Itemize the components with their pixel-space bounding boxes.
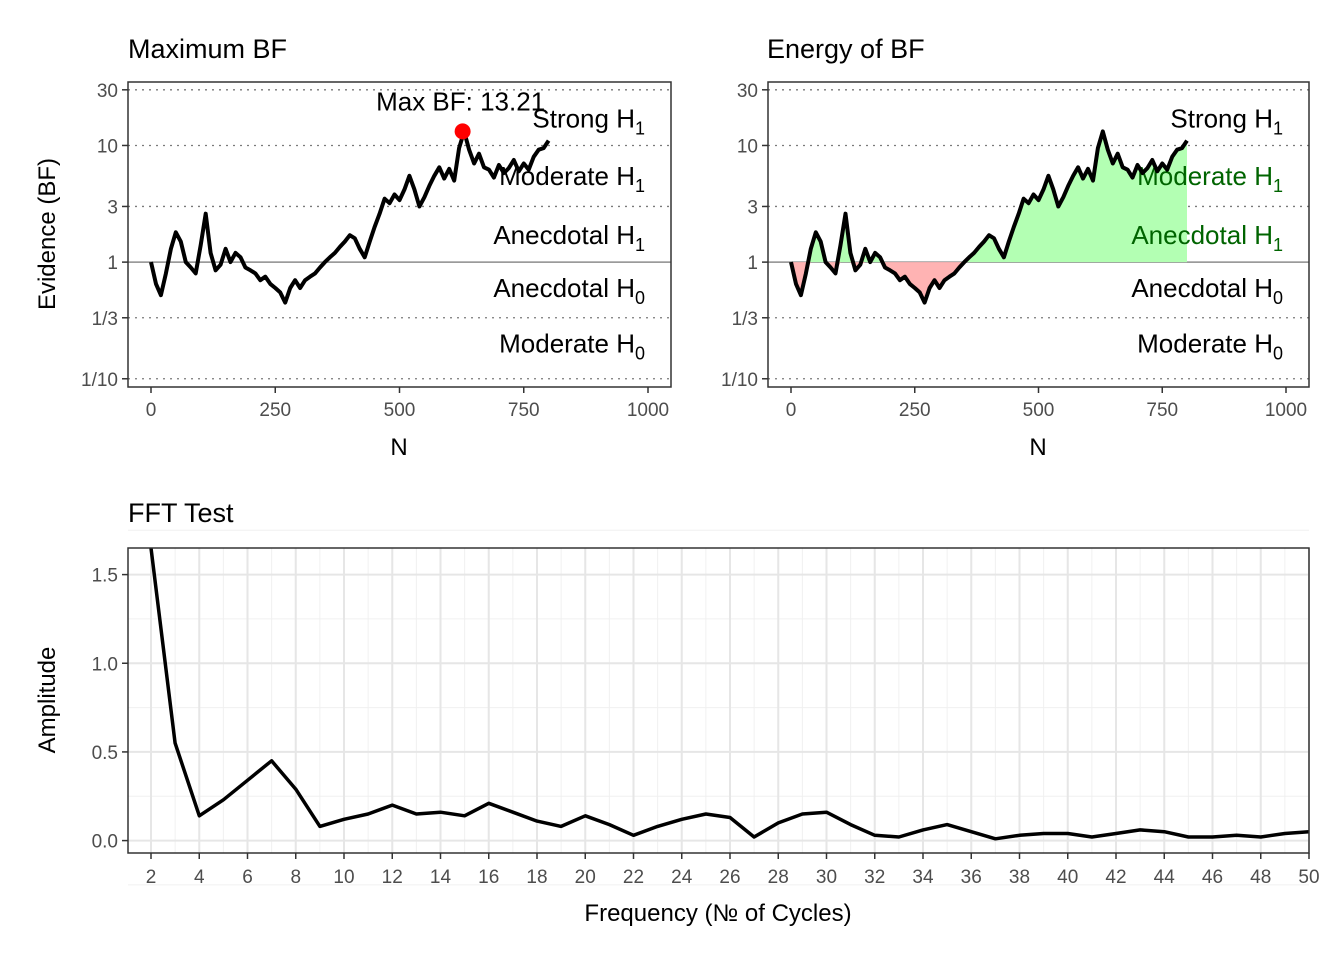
energy-of-bf-evidence-strong-h1: Strong H1 <box>1170 104 1283 139</box>
energy-of-bf-x-axis-label: N <box>1029 434 1046 461</box>
fft-test-x-tick-label-10: 22 <box>623 867 644 888</box>
fft-test-x-tick-label-4: 10 <box>333 867 354 888</box>
p1-x-tick-label-1: 250 <box>259 400 291 421</box>
fft-test-x-tick-label-22: 46 <box>1202 867 1223 888</box>
p2-x-tick-label-4: 1000 <box>1265 400 1307 421</box>
fft-test-x-tick-label-13: 28 <box>768 867 789 888</box>
fft-test-x-tick-label-12: 26 <box>719 867 740 888</box>
p2-y-tick-label-1: 10 <box>737 136 758 157</box>
p2-y-tick-label-2: 3 <box>747 197 758 218</box>
fft-test-panel-border <box>127 547 1310 854</box>
p1-y-tick-label-4: 1/3 <box>92 309 118 330</box>
fft-test-y-tick-label-0: 0.0 <box>92 832 118 853</box>
max-bf-point <box>454 123 471 140</box>
fft-test-x-tick-label-24: 50 <box>1298 867 1319 888</box>
fft-test-grid <box>128 529 1310 886</box>
energy-of-bf-panel: Energy of BF Strong H1 Moderate H1 Anecd… <box>721 34 1310 461</box>
fft-test-series-line <box>149 548 1309 841</box>
maximum-bf-evidence-anecdotal-h0: Anecdotal H0 <box>493 273 645 308</box>
energy-of-bf-evidence-moderate-h0: Moderate H0 <box>1137 329 1283 364</box>
fft-test-x-tick-label-1: 4 <box>194 867 205 888</box>
p2-x-tick-label-1: 250 <box>899 400 931 421</box>
p2-y-tick-label-5: 1/10 <box>721 370 758 391</box>
maximum-bf-series-line <box>149 129 551 305</box>
fft-test-x-tick-label-21: 44 <box>1154 867 1176 888</box>
p1-y-tick-label-1: 10 <box>97 136 118 157</box>
fft-test-x-tick-label-16: 34 <box>912 867 934 888</box>
maximum-bf-y-axis-label: Evidence (BF) <box>34 158 61 310</box>
p2-y-tick-label-4: 1/3 <box>732 309 758 330</box>
fft-test-x-tick-label-2: 6 <box>242 867 253 888</box>
fft-test-y-tick-label-3: 1.5 <box>92 566 118 587</box>
maximum-bf-evidence-anecdotal-h1: Anecdotal H1 <box>493 220 645 255</box>
fft-test-x-tick-label-7: 16 <box>478 867 499 888</box>
fft-test-title: FFT Test <box>128 498 234 528</box>
fft-test-x-tick-label-15: 32 <box>864 867 885 888</box>
p1-y-tick-label-2: 3 <box>107 197 118 218</box>
maximum-bf-x-axis-label: N <box>390 434 407 461</box>
fft-test-y-tick-label-1: 0.5 <box>92 743 118 764</box>
fft-test-x-axis-label: Frequency (№ of Cycles) <box>584 900 851 927</box>
fft-test-x-tick-label-3: 8 <box>290 867 301 888</box>
energy-of-bf-series-line <box>789 129 1189 305</box>
maximum-bf-panel: Maximum BF Strong H1 Moderate H1 Anecdot… <box>34 34 672 461</box>
p1-x-tick-label-0: 0 <box>146 400 157 421</box>
fft-test-x-tick-label-8: 18 <box>526 867 547 888</box>
p2-y-tick-label-0: 30 <box>737 81 758 102</box>
fft-test-x-tick-label-11: 24 <box>671 867 693 888</box>
fft-test-x-tick-label-14: 30 <box>816 867 837 888</box>
fft-test-x-tick-label-17: 36 <box>961 867 982 888</box>
fft-test-y-axis-label: Amplitude <box>34 647 61 754</box>
p2-x-tick-label-3: 750 <box>1146 400 1178 421</box>
energy-of-bf-y-axis: 30 10 3 1 1/3 1/10 <box>721 81 768 391</box>
maximum-bf-evidence-moderate-h0: Moderate H0 <box>499 329 645 364</box>
fft-test-panel: FFT Test 0.00.51.01.5 2 4 6 8 10 12 14 16 18 20 22… <box>34 498 1320 927</box>
maximum-bf-x-axis: 0 250 500 750 1000 <box>146 387 669 421</box>
p1-x-tick-label-4: 1000 <box>627 400 669 421</box>
p1-y-tick-label-3: 1 <box>107 253 118 274</box>
p2-y-tick-label-3: 1 <box>747 253 758 274</box>
fft-test-x-tick-label-0: 2 <box>146 867 157 888</box>
p2-x-tick-label-2: 500 <box>1023 400 1055 421</box>
maximum-bf-evidence-strong-h1: Strong H1 <box>532 104 645 139</box>
maximum-bf-evidence-labels: Strong H1 Moderate H1 Anecdotal H1 Anecd… <box>493 104 645 364</box>
max-bf-annotation: Max BF: 13.21 <box>376 86 545 116</box>
maximum-bf-grid <box>128 89 671 380</box>
energy-of-bf-evidence-labels: Strong H1 Moderate H1 Anecdotal H1 Anecd… <box>1131 104 1283 364</box>
p1-y-tick-label-0: 30 <box>97 81 118 102</box>
fft-test-x-tick-label-20: 42 <box>1105 867 1126 888</box>
fft-test-plot-background <box>128 548 1309 853</box>
fft-test-y-tick-label-2: 1.0 <box>92 654 118 675</box>
fft-test-x-tick-label-23: 48 <box>1250 867 1271 888</box>
fft-test-x-tick-label-18: 38 <box>1009 867 1030 888</box>
energy-of-bf-x-axis: 0 250 500 750 1000 <box>786 387 1307 421</box>
energy-of-bf-title: Energy of BF <box>767 34 925 64</box>
maximum-bf-title: Maximum BF <box>128 34 287 64</box>
fft-test-x-tick-label-19: 40 <box>1057 867 1078 888</box>
p2-x-tick-label-0: 0 <box>786 400 797 421</box>
fft-test-x-tick-label-6: 14 <box>430 867 452 888</box>
fft-test-x-tick-label-9: 20 <box>575 867 596 888</box>
fft-test-x-tick-label-5: 12 <box>382 867 403 888</box>
energy-of-bf-evidence-anecdotal-h0: Anecdotal H0 <box>1131 273 1283 308</box>
p1-x-tick-label-2: 500 <box>384 400 416 421</box>
p1-y-tick-label-5: 1/10 <box>81 370 118 391</box>
maximum-bf-plot-background <box>128 82 671 387</box>
energy-of-bf-area-above-1 <box>791 131 1187 263</box>
fft-test-x-axis: 2 4 6 8 10 12 14 16 18 20 22 24 26 28 30 32 34 36 38 40 42 44… <box>146 853 1320 888</box>
p1-x-tick-label-3: 750 <box>508 400 540 421</box>
maximum-bf-y-axis: 30 10 3 1 1/3 1/10 <box>81 81 128 391</box>
fft-test-y-axis: 0.0 0.5 1.0 1.5 <box>92 566 128 853</box>
energy-of-bf-evidence-anecdotal-h1: Anecdotal H1 <box>1131 220 1283 255</box>
